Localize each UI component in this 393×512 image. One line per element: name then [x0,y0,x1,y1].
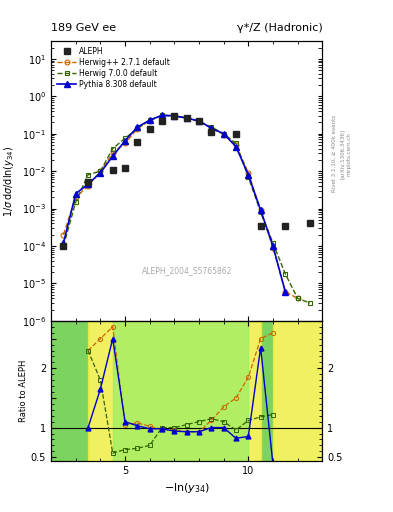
ALEPH [209,129,214,135]
Bar [113,321,248,461]
Herwig 7.0.0 default [233,140,238,146]
Herwig++ 2.7.1 default [221,132,226,138]
Herwig++ 2.7.1 default [209,125,214,131]
Herwig++ 2.7.1 default [98,168,103,174]
ALEPH [184,115,189,121]
ALEPH [172,113,177,119]
Text: [arXiv:1306.3436]: [arXiv:1306.3436] [340,129,345,179]
Herwig++ 2.7.1 default [73,194,78,200]
Herwig++ 2.7.1 default [110,150,115,156]
Pythia 8.308 default [209,125,214,131]
Bar [88,321,261,461]
Line: Pythia 8.308 default: Pythia 8.308 default [61,113,288,294]
Pythia 8.308 default [246,172,251,178]
Herwig++ 2.7.1 default [184,115,189,121]
Bar [51,321,88,461]
Pythia 8.308 default [233,143,238,150]
Pythia 8.308 default [73,190,78,197]
Text: Rivet 3.1.10, ≥ 400k events: Rivet 3.1.10, ≥ 400k events [332,115,337,192]
Herwig++ 2.7.1 default [86,183,90,189]
Herwig++ 2.7.1 default [246,170,251,176]
Herwig 7.0.0 default [135,125,140,131]
Herwig 7.0.0 default [258,209,263,215]
Pythia 8.308 default [258,207,263,214]
Line: ALEPH: ALEPH [61,113,313,249]
Pythia 8.308 default [271,243,275,249]
Legend: ALEPH, Herwig++ 2.7.1 default, Herwig 7.0.0 default, Pythia 8.308 default: ALEPH, Herwig++ 2.7.1 default, Herwig 7.… [55,45,173,91]
ALEPH [86,179,90,185]
Text: 189 GeV ee: 189 GeV ee [51,23,116,33]
Herwig 7.0.0 default [98,168,103,174]
Herwig++ 2.7.1 default [172,113,177,119]
Herwig 7.0.0 default [110,145,115,152]
X-axis label: $-\ln(y_{34})$: $-\ln(y_{34})$ [163,481,210,495]
Pythia 8.308 default [172,113,177,119]
Pythia 8.308 default [184,115,189,121]
Bar [261,321,273,461]
ALEPH [233,131,238,137]
Herwig++ 2.7.1 default [160,113,164,119]
Pythia 8.308 default [86,181,90,187]
Herwig 7.0.0 default [209,124,214,130]
Herwig++ 2.7.1 default [283,289,288,295]
Herwig 7.0.0 default [184,115,189,121]
Herwig 7.0.0 default [147,117,152,123]
Herwig 7.0.0 default [86,172,90,178]
Herwig++ 2.7.1 default [135,126,140,132]
Pythia 8.308 default [221,131,226,137]
Herwig++ 2.7.1 default [233,142,238,148]
Pythia 8.308 default [110,153,115,159]
Herwig 7.0.0 default [61,243,66,249]
Herwig 7.0.0 default [160,112,164,118]
Herwig 7.0.0 default [123,135,127,141]
Herwig++ 2.7.1 default [295,295,300,302]
Herwig 7.0.0 default [196,119,201,125]
Pythia 8.308 default [147,117,152,123]
Pythia 8.308 default [196,118,201,124]
Line: Herwig++ 2.7.1 default: Herwig++ 2.7.1 default [61,113,300,301]
Herwig 7.0.0 default [172,113,177,119]
Bar [273,321,322,461]
Herwig 7.0.0 default [221,131,226,137]
Pythia 8.308 default [160,112,164,118]
Herwig 7.0.0 default [73,199,78,205]
ALEPH [258,223,263,229]
Pythia 8.308 default [135,124,140,130]
Line: Herwig 7.0.0 default: Herwig 7.0.0 default [61,113,312,306]
ALEPH [147,126,152,133]
Herwig 7.0.0 default [283,271,288,277]
Pythia 8.308 default [123,138,127,144]
ALEPH [308,220,312,226]
ALEPH [196,118,201,124]
ALEPH [110,166,115,173]
Herwig 7.0.0 default [246,174,251,180]
ALEPH [283,223,288,229]
ALEPH [135,139,140,145]
Herwig 7.0.0 default [271,240,275,246]
ALEPH [123,165,127,171]
Herwig++ 2.7.1 default [123,140,127,146]
Text: mcplots.cern.ch: mcplots.cern.ch [347,132,352,176]
ALEPH [160,118,164,124]
Herwig 7.0.0 default [308,300,312,306]
Herwig++ 2.7.1 default [61,231,66,238]
Herwig++ 2.7.1 default [147,117,152,123]
Herwig++ 2.7.1 default [258,207,263,214]
Pythia 8.308 default [61,240,66,246]
Y-axis label: Ratio to ALEPH: Ratio to ALEPH [19,359,28,422]
Text: γ*/Z (Hadronic): γ*/Z (Hadronic) [237,23,322,33]
Pythia 8.308 default [283,289,288,295]
Herwig++ 2.7.1 default [196,118,201,124]
Y-axis label: $1/\sigma\,\mathrm{d}\sigma/\mathrm{d}\ln(y_{34})$: $1/\sigma\,\mathrm{d}\sigma/\mathrm{d}\l… [2,145,17,217]
ALEPH [61,243,66,249]
Pythia 8.308 default [98,170,103,176]
Text: ALEPH_2004_S5765862: ALEPH_2004_S5765862 [141,266,232,275]
Herwig 7.0.0 default [295,295,300,302]
Herwig++ 2.7.1 default [271,245,275,251]
